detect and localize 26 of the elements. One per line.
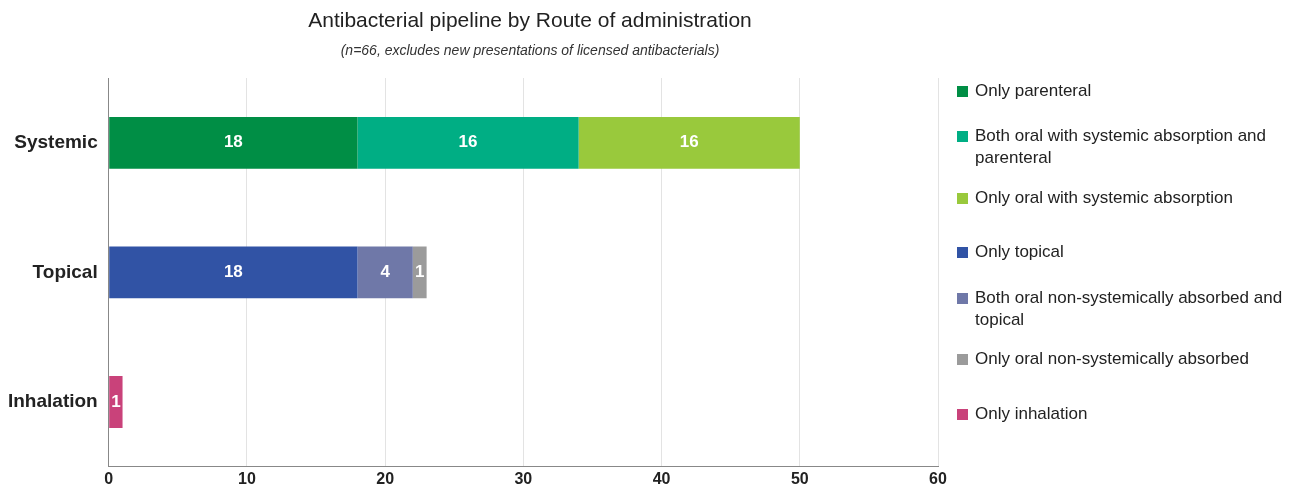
x-tick-label: 0	[104, 469, 114, 487]
x-tick-label: 10	[238, 469, 256, 487]
data-label: 16	[458, 132, 478, 152]
data-label: 4	[380, 262, 391, 282]
y-tick-label: Inhalation	[7, 390, 98, 412]
x-tick-label: 60	[929, 469, 947, 487]
data-label: 18	[223, 132, 243, 152]
data-label: 1	[414, 262, 425, 282]
x-tick-label: 30	[514, 469, 533, 487]
x-tick-label: 50	[790, 469, 809, 487]
chart-subtitle: (n=66, excludes new presentations of licensed antibacterials)	[339, 42, 721, 58]
legend-label: Only topical	[975, 241, 1064, 263]
x-tick-label: 20	[376, 469, 395, 487]
y-tick-label: Topical	[32, 260, 98, 282]
data-label: 1	[111, 391, 121, 411]
legend-label: Only oral non-systemically absorbed	[975, 348, 1250, 370]
y-tick-label: Systemic	[14, 131, 99, 153]
legend-label: Only parenteral	[975, 80, 1092, 102]
x-tick-label: 40	[652, 469, 671, 487]
chart-title: Antibacterial pipeline by Route of administration	[307, 8, 753, 32]
legend-label: Both oral non-systemically absorbed and topical	[975, 287, 1284, 331]
legend-label: Both oral with systemic absorption and parenteral	[975, 125, 1268, 169]
data-label: 18	[223, 262, 243, 282]
legend-label: Only inhalation	[975, 403, 1088, 425]
data-label: 16	[679, 132, 699, 152]
legend-label: Only oral with systemic absorption	[975, 187, 1233, 209]
